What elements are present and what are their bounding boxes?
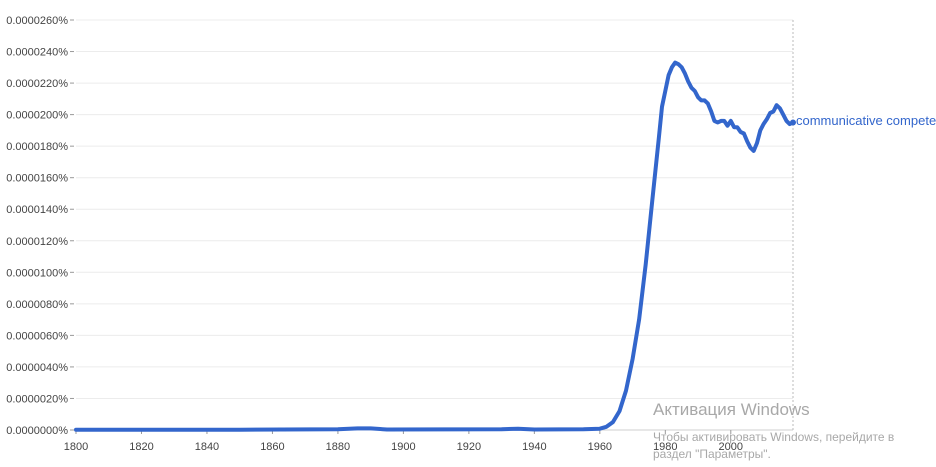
y-tick-label: 0.0000160%: [6, 173, 68, 185]
series-lines: [74, 60, 796, 432]
x-axis-ticks: 1800 1820 1840 1860 1880 1900 1920 1940 1960 1980…: [64, 430, 743, 453]
y-axis-ticks: 0.0000000% 0.0000020% 0.0000040% 0.0000060%…: [6, 15, 74, 437]
y-tick-label: 0.0000260%: [6, 15, 68, 27]
y-tick-label: 0.0000040%: [6, 362, 68, 374]
y-tick-label: 0.0000020%: [6, 393, 68, 405]
gridlines: [76, 19, 794, 431]
y-tick-label: 0.0000180%: [6, 141, 68, 153]
x-tick-label: 1820: [129, 441, 153, 453]
y-tick-label: 0.0000240%: [6, 47, 68, 59]
series-end-point: [790, 119, 796, 126]
x-tick-label: 1920: [457, 441, 481, 453]
x-tick-label: 1900: [391, 441, 415, 453]
series-line[interactable]: [74, 60, 795, 432]
windows-activation-watermark-title: Активация Windows: [653, 400, 810, 419]
windows-activation-watermark-line1: Чтобы активировать Windows, перейдите в: [653, 430, 895, 444]
x-tick-label: 1840: [195, 441, 219, 453]
x-tick-label: 1980: [653, 441, 677, 453]
y-tick-label: 0.0000120%: [6, 236, 68, 248]
x-tick-label: 1880: [326, 441, 350, 453]
y-tick-label: 0.0000140%: [6, 204, 68, 216]
y-tick-label: 0.0000080%: [6, 299, 68, 311]
y-tick-label: 0.0000200%: [6, 110, 68, 122]
y-tick-label: 0.0000060%: [6, 330, 68, 342]
y-tick-label: 0.0000000%: [6, 425, 68, 437]
y-tick-label: 0.0000220%: [6, 78, 68, 90]
windows-activation-watermark-line2: раздел "Параметры".: [653, 447, 771, 461]
x-tick-label: 1960: [588, 441, 612, 453]
x-tick-label: 1800: [64, 441, 88, 453]
x-tick-label: 1940: [522, 441, 546, 453]
y-tick-label: 0.0000100%: [6, 267, 68, 279]
x-tick-label: 1860: [260, 441, 284, 453]
series-label[interactable]: communicative competenc: [796, 113, 936, 128]
x-tick-label: 2000: [719, 441, 743, 453]
